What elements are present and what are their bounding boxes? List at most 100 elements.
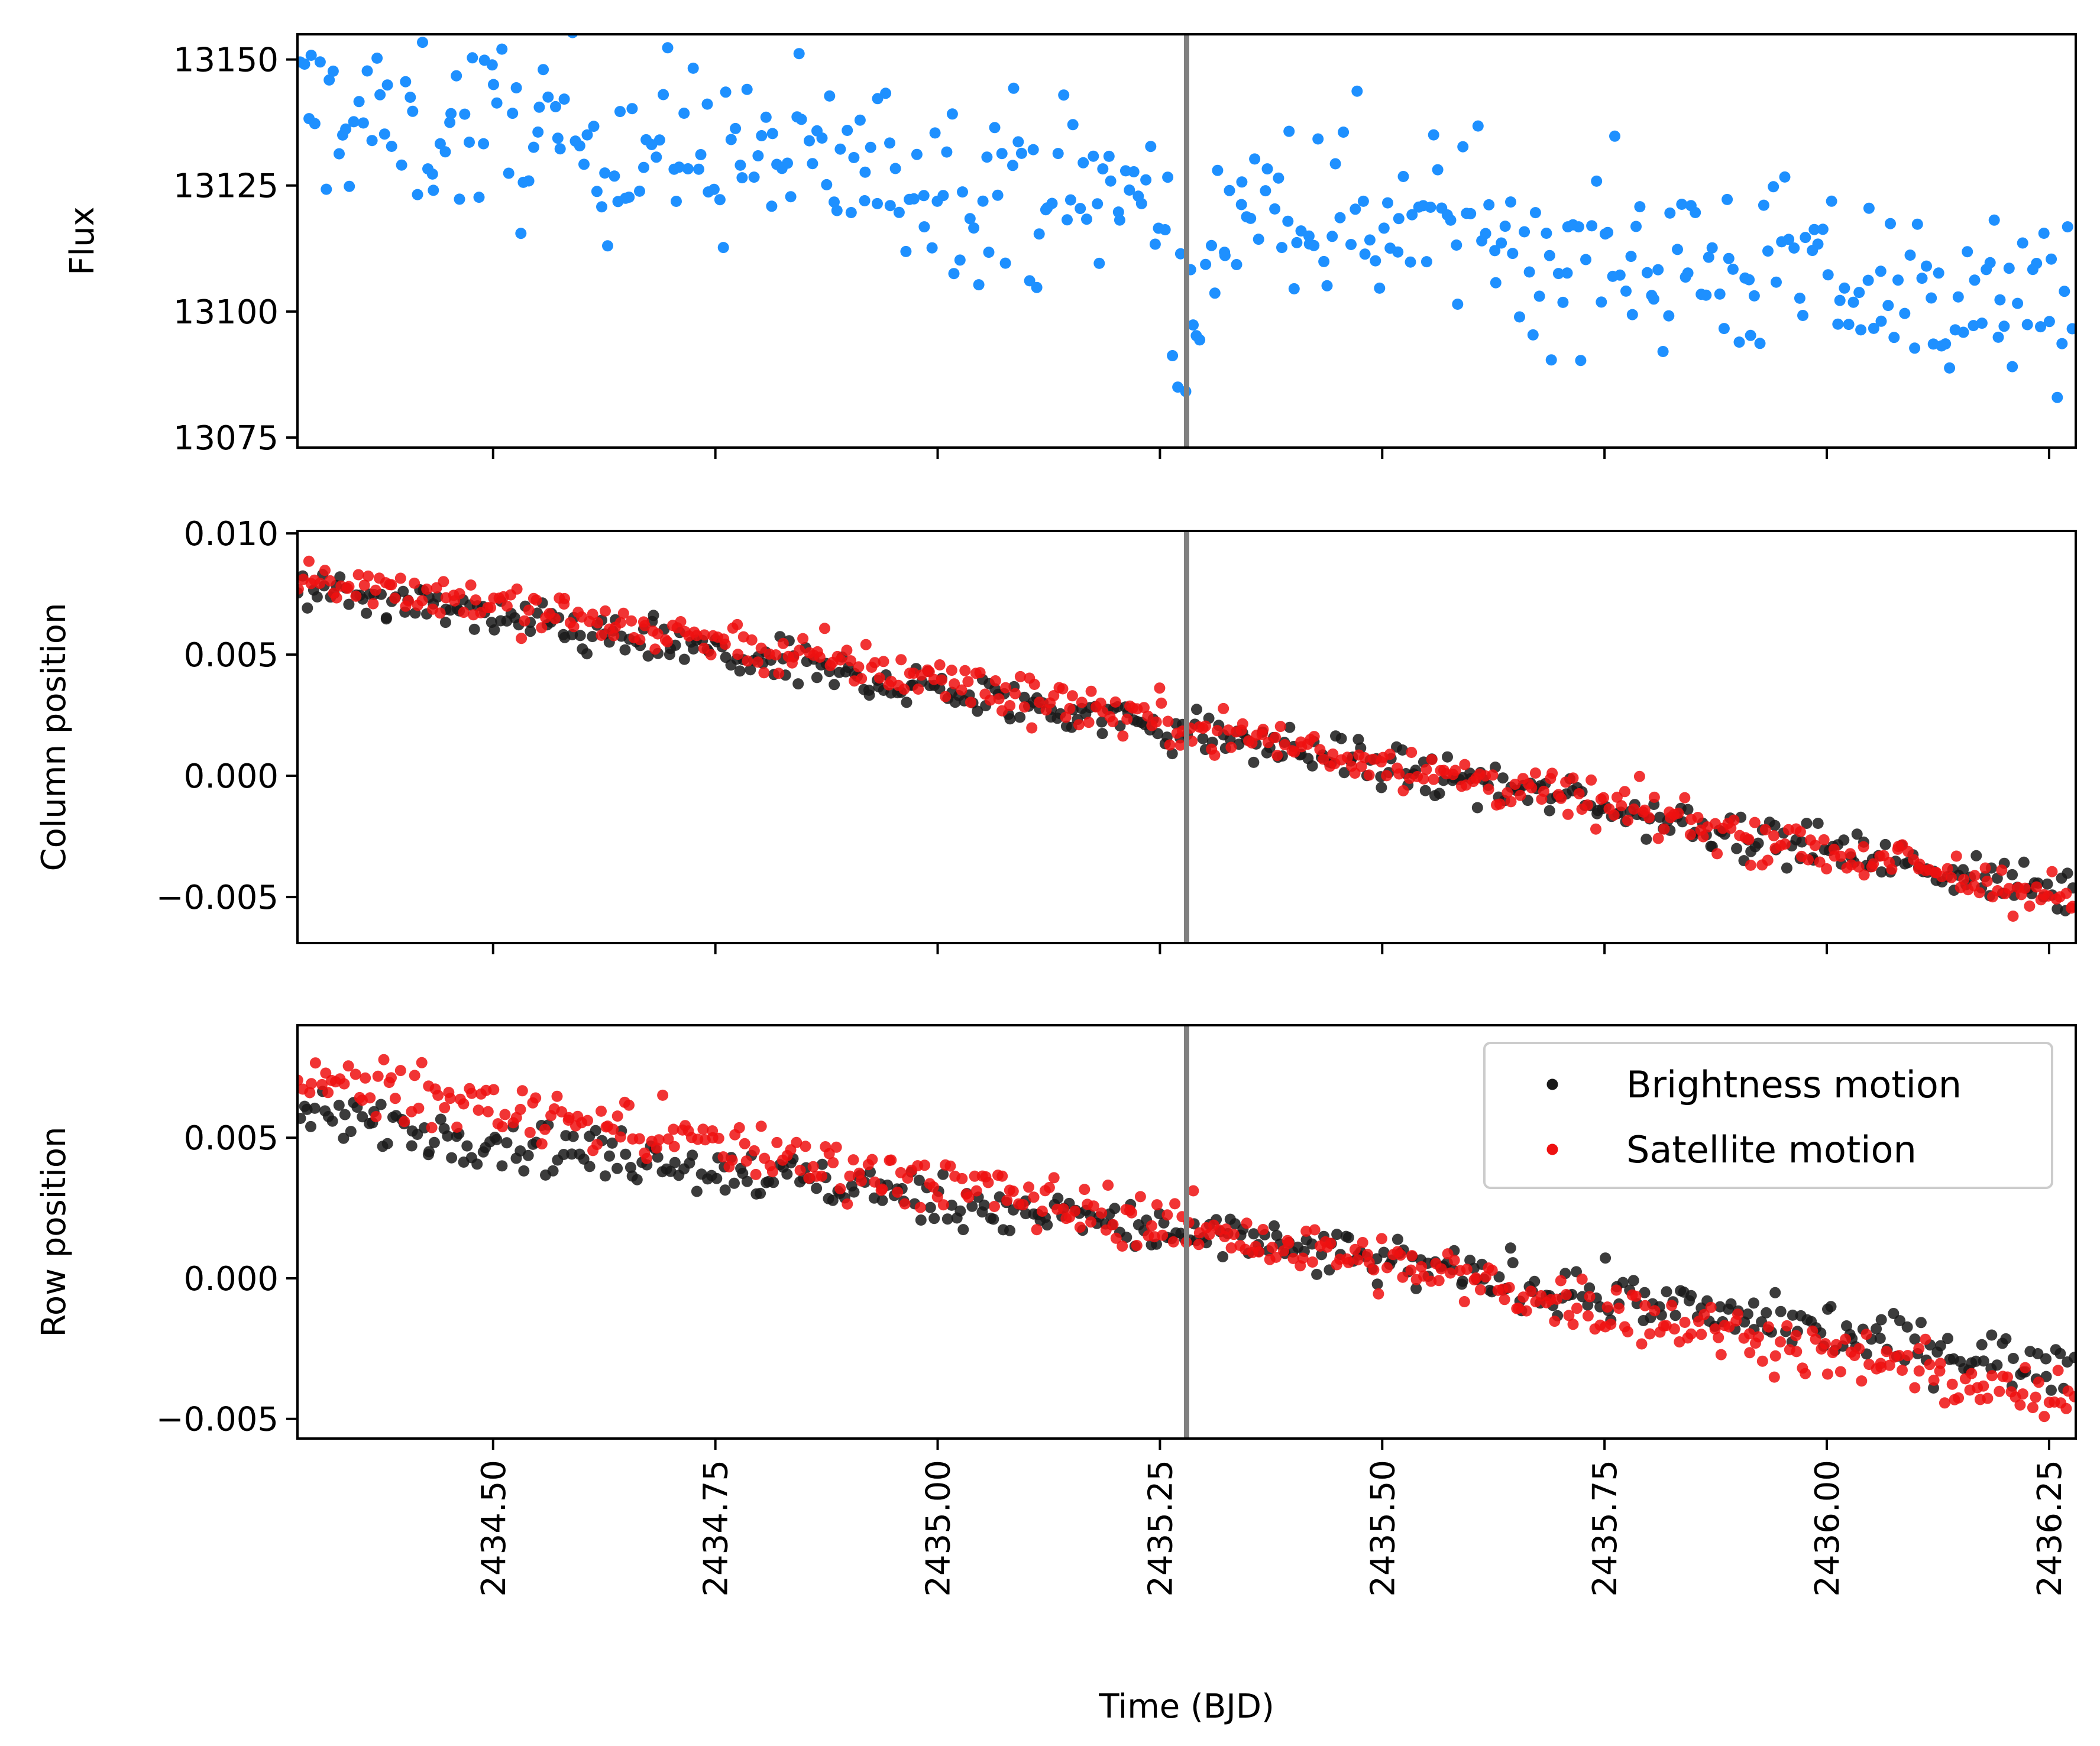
flux-flux-point bbox=[1609, 130, 1620, 142]
flux-flux-point bbox=[1212, 164, 1224, 176]
column-satellite-point bbox=[1981, 876, 1993, 887]
column-satellite-point bbox=[1555, 792, 1567, 804]
flux-flux-point bbox=[1596, 296, 1607, 308]
row-satellite-point bbox=[1043, 1182, 1055, 1193]
row-satellite-point bbox=[1549, 1316, 1561, 1327]
column-satellite-point bbox=[649, 643, 661, 655]
row-satellite-point bbox=[2002, 1371, 2013, 1383]
row-satellite-point bbox=[1074, 1222, 1086, 1233]
row-brightness-point bbox=[1600, 1252, 1612, 1264]
row-satellite-point bbox=[1376, 1233, 1387, 1245]
row-satellite-point bbox=[1610, 1284, 1622, 1296]
flux-flux-point bbox=[396, 159, 407, 171]
row-satellite-point bbox=[1203, 1229, 1215, 1240]
row-satellite-point bbox=[516, 1085, 528, 1097]
flux-axes-frame bbox=[296, 33, 2077, 449]
row-brightness-point bbox=[719, 1184, 731, 1196]
row-satellite-point bbox=[1636, 1338, 1648, 1350]
row-satellite-point bbox=[1674, 1336, 1685, 1347]
column-satellite-point bbox=[530, 594, 542, 606]
row-satellite-point bbox=[2017, 1388, 2028, 1400]
column-brightness-point bbox=[1197, 733, 1209, 744]
row-satellite-point bbox=[1913, 1365, 1925, 1377]
row-satellite-point bbox=[1306, 1256, 1318, 1268]
column-satellite-point bbox=[1014, 670, 1026, 682]
row-satellite-point bbox=[1028, 1191, 1040, 1203]
flux-flux-point bbox=[1457, 141, 1469, 153]
column-satellite-point bbox=[1138, 702, 1150, 714]
flux-flux-point bbox=[1706, 242, 1718, 254]
flux-flux-point bbox=[678, 108, 690, 119]
flux-flux-point bbox=[609, 170, 620, 182]
column-satellite-point bbox=[1000, 682, 1011, 694]
column-brightness-point bbox=[1497, 772, 1509, 784]
flux-flux-point bbox=[558, 93, 570, 105]
x-tick-label: 2435.25 bbox=[1141, 1460, 1180, 1597]
row-brightness-point bbox=[1269, 1220, 1280, 1232]
row-satellite-point bbox=[1193, 1239, 1205, 1251]
row-satellite-point bbox=[2030, 1391, 2041, 1403]
flux-flux-point bbox=[1273, 172, 1284, 184]
row-brightness-point bbox=[2069, 1352, 2076, 1363]
flux-flux-point bbox=[1406, 209, 1418, 221]
flux-flux-point bbox=[464, 137, 475, 148]
flux-flux-point bbox=[1008, 82, 1020, 94]
column-satellite-point bbox=[794, 644, 805, 656]
row-satellite-point bbox=[1715, 1349, 1727, 1360]
column-brightness-point bbox=[1284, 721, 1296, 733]
flux-flux-point bbox=[574, 140, 585, 152]
flux-flux-point bbox=[538, 64, 549, 76]
row-brightness-point bbox=[442, 1130, 454, 1142]
flux-flux-point bbox=[1899, 307, 1911, 319]
row-satellite-point bbox=[713, 1132, 724, 1144]
column-satellite-point bbox=[1622, 815, 1633, 826]
column-satellite-point bbox=[1502, 787, 1513, 799]
flux-flux-point bbox=[1572, 221, 1584, 233]
row-satellite-point bbox=[1666, 1300, 1678, 1311]
row-satellite-point bbox=[1791, 1346, 1803, 1358]
row-satellite-point bbox=[892, 1186, 904, 1198]
flux-flux-point bbox=[1657, 346, 1669, 357]
row-brightness-point bbox=[547, 1165, 559, 1177]
column-brightness-point bbox=[1191, 704, 1202, 715]
row-brightness-point bbox=[1915, 1317, 1927, 1329]
row-satellite-point bbox=[1856, 1375, 1868, 1387]
column-satellite-point bbox=[1237, 718, 1248, 730]
row-brightness-point bbox=[1121, 1232, 1132, 1243]
flux-flux-point bbox=[671, 196, 682, 207]
flux-flux-point bbox=[1641, 267, 1653, 278]
column-satellite-point bbox=[343, 581, 355, 592]
flux-flux-point bbox=[1808, 223, 1820, 235]
row-satellite-point bbox=[1834, 1366, 1846, 1378]
column-brightness-point bbox=[1731, 843, 1743, 854]
row-satellite-point bbox=[927, 1181, 939, 1193]
flux-flux-point bbox=[507, 108, 519, 119]
flux-flux-point bbox=[1988, 214, 2000, 226]
flux-flux-point bbox=[426, 168, 438, 180]
flux-flux-point bbox=[2043, 316, 2055, 328]
flux-flux-point bbox=[321, 183, 332, 195]
flux-flux-point bbox=[1499, 221, 1511, 232]
flux-flux-point bbox=[1345, 239, 1357, 250]
column-satellite-point bbox=[819, 623, 830, 634]
flux-flux-point bbox=[937, 190, 949, 202]
column-satellite-point bbox=[1363, 769, 1375, 781]
flux-flux-point bbox=[1700, 289, 1712, 301]
flux-flux-point bbox=[1031, 281, 1043, 293]
flux-points bbox=[297, 34, 2076, 403]
column-satellite-point bbox=[416, 595, 428, 607]
flux-flux-point bbox=[1174, 248, 1186, 260]
column-satellite-point bbox=[1942, 863, 1953, 874]
flux-flux-point bbox=[1575, 355, 1587, 367]
column-brightness-point bbox=[311, 591, 323, 602]
row-satellite-point bbox=[1503, 1282, 1515, 1293]
row-satellite-point bbox=[297, 1074, 303, 1086]
column-brightness-point bbox=[934, 683, 946, 695]
row-brightness-point bbox=[1991, 1359, 2003, 1371]
flux-flux-point bbox=[1748, 290, 1760, 302]
flux-flux-point bbox=[734, 159, 746, 171]
flux-flux-point bbox=[1058, 89, 1070, 101]
flux-flux-point bbox=[872, 93, 884, 105]
flux-flux-point bbox=[1875, 265, 1887, 277]
flux-flux-point bbox=[2046, 253, 2057, 265]
